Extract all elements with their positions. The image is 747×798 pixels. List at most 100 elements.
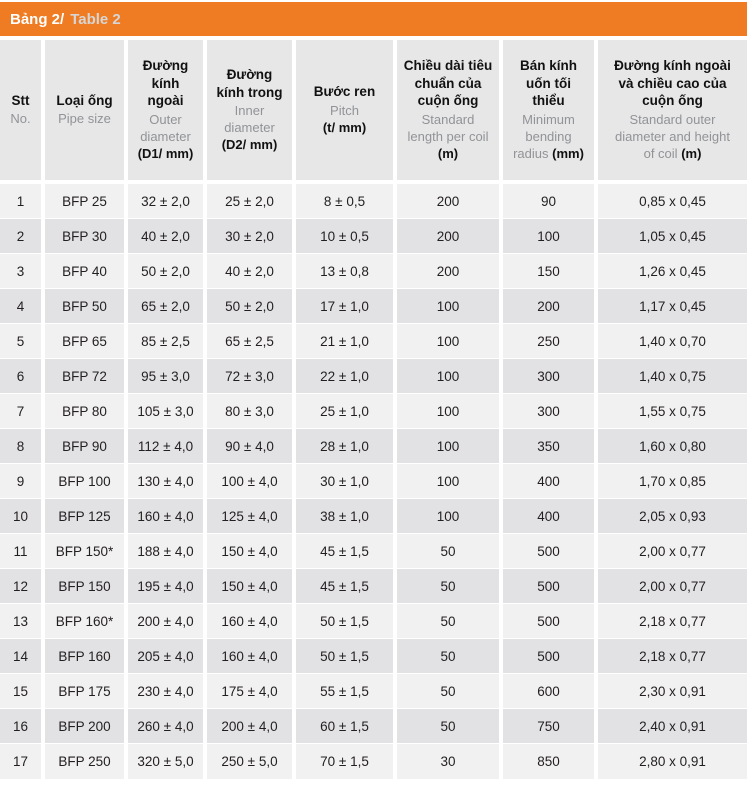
table-cell: 500	[503, 639, 598, 674]
table-row: 3 BFP 40 50 ± 2,0 40 ± 2,0 13 ± 0,8 200 150 1,2…	[0, 254, 747, 289]
table-cell: 21 ± 1,0	[296, 324, 397, 359]
table-cell: 200	[397, 219, 503, 254]
table-cell: 150 ± 4,0	[207, 569, 296, 604]
table-cell: 50 ± 2,0	[128, 254, 207, 289]
pipe-spec-table: Stt No. Loại ống Pipe size Đường kính ng…	[0, 40, 747, 779]
col-header-en: Pitch (t/ mm)	[322, 102, 367, 135]
table-cell: 250 ± 5,0	[207, 744, 296, 779]
table-row: 13 BFP 160* 200 ± 4,0 160 ± 4,0 50 ± 1,5 50 50…	[0, 604, 747, 639]
col-header-pipe-size: Loại ống Pipe size	[45, 40, 128, 184]
table-cell: BFP 200	[45, 709, 128, 744]
table-row: 1 BFP 25 32 ± 2,0 25 ± 2,0 8 ± 0,5 200 90 0,85 …	[0, 184, 747, 219]
table-cell: 25 ± 1,0	[296, 394, 397, 429]
col-header-stt: Stt No.	[0, 40, 45, 184]
table-row: 8 BFP 90 112 ± 4,0 90 ± 4,0 28 ± 1,0 100 350 1,…	[0, 429, 747, 464]
table-cell: 195 ± 4,0	[128, 569, 207, 604]
col-header-coil-size: Đường kính ngoài và chiều cao của cuộn ố…	[598, 40, 747, 184]
table-cell: BFP 150*	[45, 534, 128, 569]
table-cell: 500	[503, 604, 598, 639]
table-cell: 38 ± 1,0	[296, 499, 397, 534]
table-cell: 350	[503, 429, 598, 464]
table-cell: 8 ± 0,5	[296, 184, 397, 219]
table-cell: 100	[397, 359, 503, 394]
table-cell: BFP 25	[45, 184, 128, 219]
table-cell: 2,05 x 0,93	[598, 499, 747, 534]
table-row: 9 BFP 100 130 ± 4,0 100 ± 4,0 30 ± 1,0 100 400…	[0, 464, 747, 499]
col-header-en: Pipe size	[58, 111, 111, 127]
table-cell: 188 ± 4,0	[128, 534, 207, 569]
table-cell: 1,26 x 0,45	[598, 254, 747, 289]
table-cell: 2	[0, 219, 45, 254]
table-cell: 15	[0, 674, 45, 709]
table-cell: 28 ± 1,0	[296, 429, 397, 464]
col-header-standard-length: Chiều dài tiêu chuẩn của cuộn ống Standa…	[397, 40, 503, 184]
table-cell: 1,40 x 0,75	[598, 359, 747, 394]
table-cell: 4	[0, 289, 45, 324]
table-cell: 85 ± 2,5	[128, 324, 207, 359]
table-row: 6 BFP 72 95 ± 3,0 72 ± 3,0 22 ± 1,0 100 300 1,4…	[0, 359, 747, 394]
table-cell: 150 ± 4,0	[207, 534, 296, 569]
table-cell: 125 ± 4,0	[207, 499, 296, 534]
table-cell: 16	[0, 709, 45, 744]
table-cell: 30 ± 2,0	[207, 219, 296, 254]
table-cell: 850	[503, 744, 598, 779]
table-cell: 40 ± 2,0	[207, 254, 296, 289]
table-cell: 30 ± 1,0	[296, 464, 397, 499]
table-cell: BFP 160	[45, 639, 128, 674]
table-cell: 100	[397, 464, 503, 499]
col-header-en: No.	[10, 111, 31, 127]
table-cell: 10	[0, 499, 45, 534]
table-cell: 230 ± 4,0	[128, 674, 207, 709]
table-cell: 40 ± 2,0	[128, 219, 207, 254]
table-cell: 11	[0, 534, 45, 569]
table-cell: 600	[503, 674, 598, 709]
table-cell: 160 ± 4,0	[207, 604, 296, 639]
table-cell: 100	[503, 219, 598, 254]
col-header-vi: Bước ren	[313, 84, 376, 100]
table-cell: 100	[397, 289, 503, 324]
table-cell: 105 ± 3,0	[128, 394, 207, 429]
table-cell: 70 ± 1,5	[296, 744, 397, 779]
table-cell: 22 ± 1,0	[296, 359, 397, 394]
table-cell: 65 ± 2,5	[207, 324, 296, 359]
table-cell: BFP 40	[45, 254, 128, 289]
table-title-bar: Bảng 2/ Table 2	[0, 2, 747, 36]
col-header-inner-diameter: Đường kính trong Inner diameter (D2/ mm)	[207, 40, 296, 184]
table-row: 4 BFP 50 65 ± 2,0 50 ± 2,0 17 ± 1,0 100 200 1,1…	[0, 289, 747, 324]
table-row: 15 BFP 175 230 ± 4,0 175 ± 4,0 55 ± 1,5 50 600…	[0, 674, 747, 709]
table-cell: 130 ± 4,0	[128, 464, 207, 499]
table-cell: 500	[503, 534, 598, 569]
table-cell: 50	[397, 569, 503, 604]
table-row: 16 BFP 200 260 ± 4,0 200 ± 4,0 60 ± 1,5 50 750…	[0, 709, 747, 744]
col-header-en: Inner diameter (D2/ mm)	[221, 103, 278, 152]
table-cell: 1,55 x 0,75	[598, 394, 747, 429]
table-cell: 50	[397, 639, 503, 674]
col-header-en: Standard outer diameter and height of co…	[615, 111, 730, 161]
col-header-pitch: Bước ren Pitch (t/ mm)	[296, 40, 397, 184]
table-cell: 1,70 x 0,85	[598, 464, 747, 499]
table-cell: 2,80 x 0,91	[598, 744, 747, 779]
table-row: 10 BFP 125 160 ± 4,0 125 ± 4,0 38 ± 1,0 100 40…	[0, 499, 747, 534]
table-cell: 50	[397, 674, 503, 709]
table-cell: 160 ± 4,0	[128, 499, 207, 534]
table-cell: 400	[503, 499, 598, 534]
table-body: 1 BFP 25 32 ± 2,0 25 ± 2,0 8 ± 0,5 200 90 0,85 …	[0, 184, 747, 779]
col-header-vi: Đường kính ngoài và chiều cao của cuộn ố…	[614, 58, 731, 109]
table-cell: BFP 100	[45, 464, 128, 499]
table-cell: BFP 50	[45, 289, 128, 324]
col-header-en: Outer diameter (D1/ mm)	[137, 111, 194, 161]
table-title-en: Table 2	[70, 10, 121, 28]
table-cell: 8	[0, 429, 45, 464]
table-cell: 300	[503, 394, 598, 429]
table-cell: 50 ± 1,5	[296, 639, 397, 674]
table-cell: 10 ± 0,5	[296, 219, 397, 254]
table-cell: 30	[397, 744, 503, 779]
table-cell: BFP 72	[45, 359, 128, 394]
table-cell: BFP 160*	[45, 604, 128, 639]
table-cell: 200 ± 4,0	[207, 709, 296, 744]
table-cell: 1,05 x 0,45	[598, 219, 747, 254]
col-header-vi: Loại ống	[56, 92, 113, 108]
table-cell: 205 ± 4,0	[128, 639, 207, 674]
table-cell: 50	[397, 604, 503, 639]
table-cell: 50 ± 1,5	[296, 604, 397, 639]
